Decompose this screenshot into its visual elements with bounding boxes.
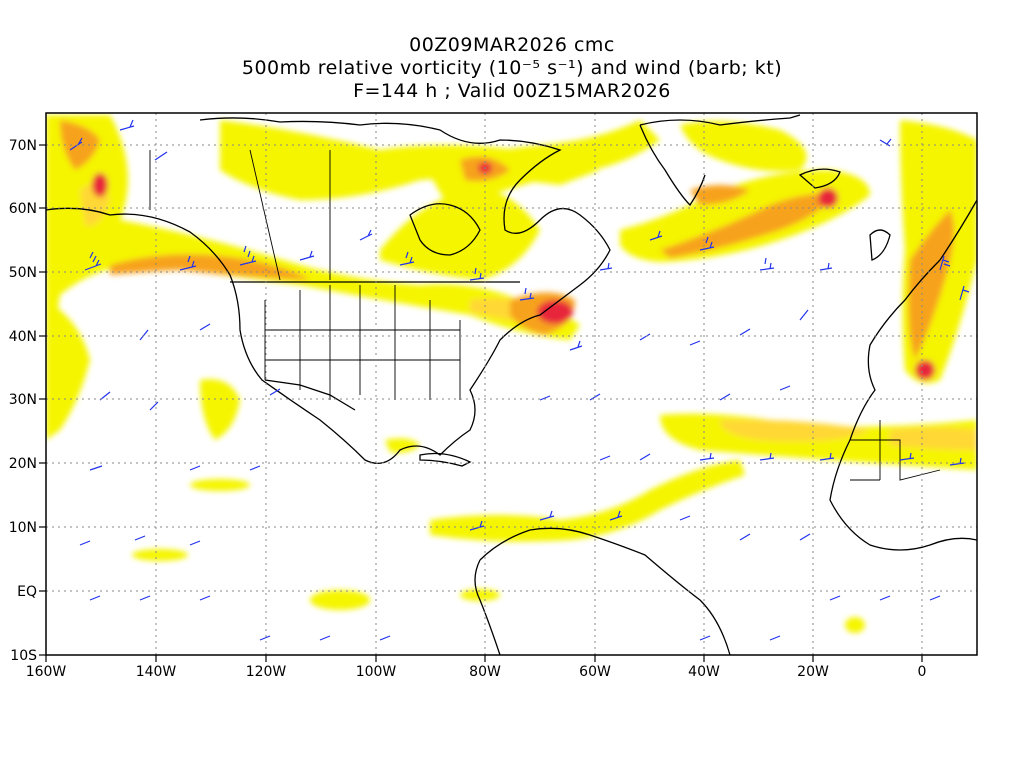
y-tick-label: 50N: [9, 265, 37, 281]
vorticity-band-tropical-atlantic: [430, 460, 745, 542]
cuba-coast: [419, 452, 472, 467]
x-tick-label: 20W: [797, 664, 829, 680]
europe-africa-coast: [829, 199, 977, 551]
x-tick-label: 160W: [26, 664, 67, 680]
x-tick-label: 60W: [579, 664, 611, 680]
y-tick-label: 30N: [9, 392, 37, 408]
vorticity-band-greenland: [680, 121, 807, 172]
y-tick-label: 20N: [9, 456, 37, 472]
south-america-coast: [474, 527, 731, 655]
tick-marks: [39, 144, 923, 662]
map-title-line2: 500mb relative vorticity (10⁻⁵ s⁻¹) and …: [241, 57, 783, 79]
vorticity-max-north-atlantic: [818, 188, 838, 208]
x-tick-label: 140W: [136, 664, 177, 680]
x-tick-label: 100W: [356, 664, 397, 680]
y-tick-label: 10S: [10, 648, 37, 664]
canada-borders: [149, 149, 331, 281]
vorticity-band-labrador: [430, 120, 660, 210]
us-state-borders: [264, 285, 461, 400]
us-mexico-border: [264, 379, 356, 411]
y-tick-label: 10N: [9, 520, 37, 536]
map-title-line1: 00Z09MAR2026 cmc: [409, 34, 615, 56]
y-tick-label: 40N: [9, 329, 37, 345]
vorticity-blob-west-pacific: [46, 300, 90, 440]
x-tick-label: 0: [918, 664, 927, 680]
y-tick-label: 70N: [9, 138, 37, 154]
vorticity-shading: [46, 114, 977, 655]
vorticity-blob-east-pacific: [200, 379, 240, 440]
vorticity-core-pacific: [60, 120, 100, 170]
greenland-coast: [639, 114, 801, 207]
x-tick-label: 40W: [688, 664, 720, 680]
vorticity-blob-gulf: [385, 438, 420, 453]
x-tick-label: 80W: [469, 664, 501, 680]
iceland-coast: [798, 168, 841, 189]
vorticity-band-north-pacific: [46, 115, 580, 430]
vorticity-band-canada: [220, 120, 600, 200]
map-title-line3: F=144 h ; Valid 00Z15MAR2026: [353, 80, 671, 102]
coastlines: [46, 114, 977, 655]
vorticity-band-north-atlantic: [620, 170, 870, 262]
vorticity-max-new-england: [537, 300, 573, 324]
y-axis-labels: 70N 60N 50N 40N 30N 20N 10N EQ 10S: [9, 138, 37, 664]
x-tick-label: 120W: [246, 664, 287, 680]
wind-barbs: [69, 119, 970, 641]
y-tick-label: 60N: [9, 201, 37, 217]
y-tick-label: EQ: [17, 584, 37, 600]
british-isles-coast: [869, 229, 891, 261]
map-frame: [45, 112, 978, 656]
x-axis-labels: 160W 140W 120W 100W 80W 60W 40W 20W 0: [26, 664, 927, 680]
vorticity-band-hudson: [380, 189, 540, 280]
north-america-coast: [46, 117, 611, 464]
grid-lines: [46, 113, 977, 655]
hudson-bay-coast: [409, 203, 481, 256]
